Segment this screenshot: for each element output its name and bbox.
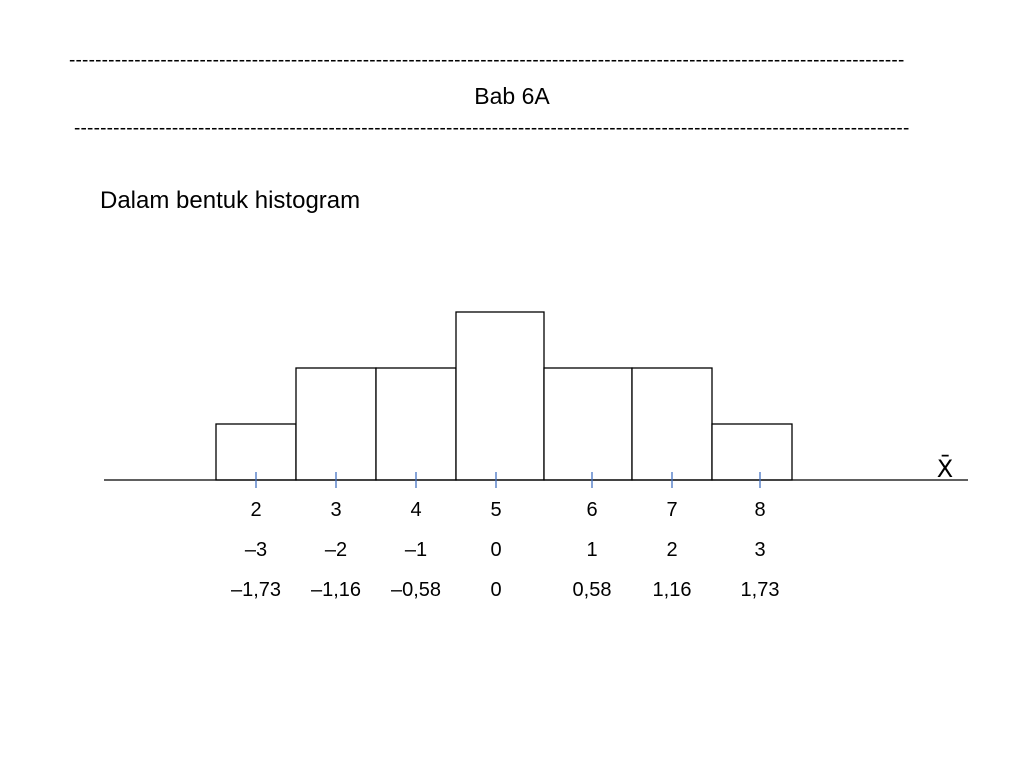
histogram-bar-6 xyxy=(543,367,633,481)
histogram-bar-8 xyxy=(711,423,793,481)
tick-label-deviation: –1 xyxy=(405,539,427,561)
axis-ticks xyxy=(255,472,761,488)
histogram-bar-7 xyxy=(631,367,713,481)
tick-label-z: –1,73 xyxy=(231,579,281,601)
histogram-bar-4 xyxy=(375,367,457,481)
tick-label-z: 0,58 xyxy=(573,579,612,601)
tick-label-x: 7 xyxy=(666,499,677,521)
tick-label-deviation: 0 xyxy=(490,539,501,561)
tick-label-z: 1,73 xyxy=(741,579,780,601)
x-axis-label: X̄ xyxy=(937,454,953,483)
slide-title: Bab 6A xyxy=(474,83,550,109)
tick-label-z: –0,58 xyxy=(391,579,441,601)
subtitle: Dalam bentuk histogram xyxy=(100,187,361,214)
tick-label-x: 4 xyxy=(410,499,421,521)
tick-label-deviation: 1 xyxy=(586,539,597,561)
tick-label-deviation: 3 xyxy=(754,539,765,561)
header-dash-line-top: ----------------------------------------… xyxy=(69,50,905,71)
tick-labels: 2 3 4 5 6 7 8 –3 –2 –1 0 1 2 3 –1,73 –1,16 –0,58 0 0,58 1,1… xyxy=(231,499,780,601)
tick-label-deviation: –2 xyxy=(325,539,347,561)
tick-label-deviation: 2 xyxy=(666,539,677,561)
tick-label-x: 6 xyxy=(586,499,597,521)
tick-label-x: 8 xyxy=(754,499,765,521)
tick-label-z: –1,16 xyxy=(311,579,361,601)
tick-label-z: 1,16 xyxy=(653,579,692,601)
histogram-bar-3 xyxy=(295,367,377,481)
tick-label-x: 2 xyxy=(250,499,261,521)
histogram-bar-5 xyxy=(455,311,545,481)
tick-label-x: 3 xyxy=(330,499,341,521)
tick-label-z: 0 xyxy=(490,579,501,601)
header-dash-line-bottom: ----------------------------------------… xyxy=(74,118,910,139)
tick-label-deviation: –3 xyxy=(245,539,267,561)
tick-label-x: 5 xyxy=(490,499,501,521)
bars xyxy=(215,311,793,481)
histogram-bar-2 xyxy=(215,423,297,481)
